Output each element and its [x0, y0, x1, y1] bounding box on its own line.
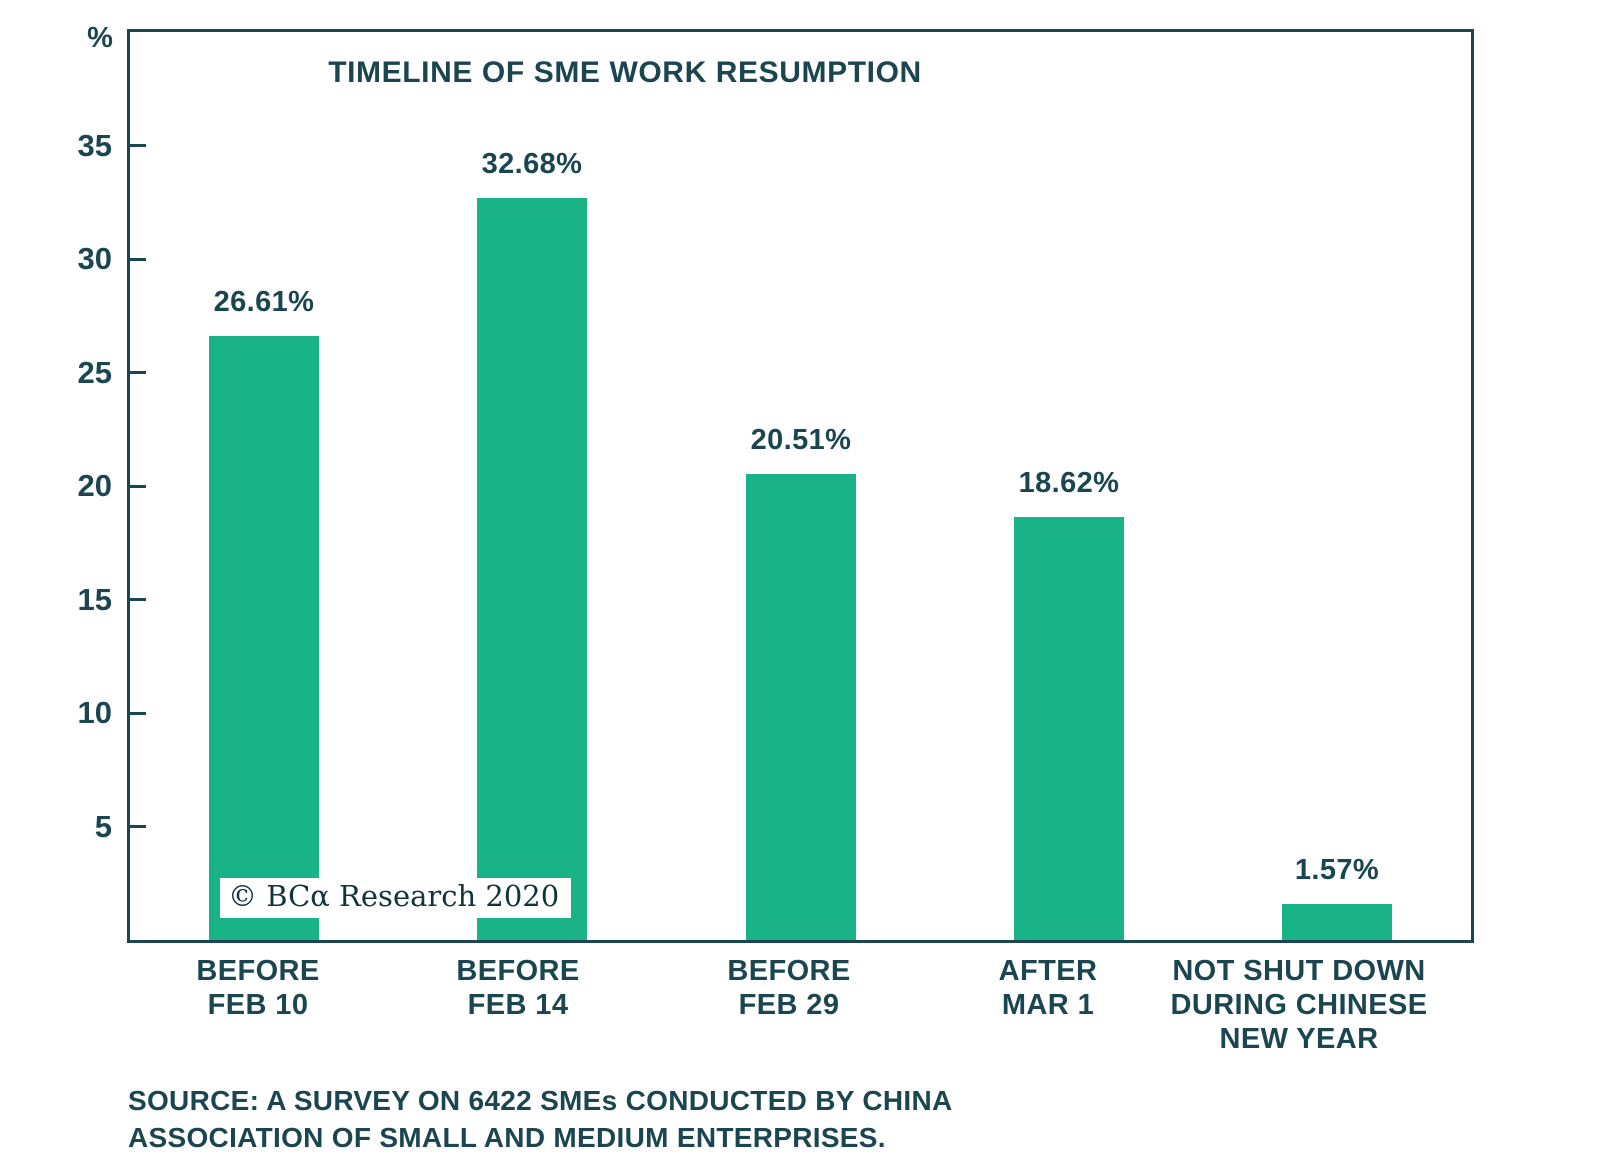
- x-category-label-line: FEB 14: [467, 989, 569, 1021]
- bar-not-shut-down-during-chinese-new-year: [1282, 904, 1392, 940]
- bar-value-label-before-feb-14: 32.68%: [481, 148, 583, 180]
- x-category-label-line: DURING CHINESE: [1170, 989, 1428, 1021]
- bar-before-feb-14: [477, 198, 587, 940]
- y-tick-20: [130, 484, 146, 488]
- x-category-label-after-mar-1: AFTER MAR 1: [878, 954, 1218, 1022]
- y-tick-15: [130, 598, 146, 601]
- x-category-label-before-feb-29: BEFORE FEB 29: [619, 954, 959, 1022]
- x-category-label-line: BEFORE: [727, 955, 851, 987]
- y-axis-unit-label: %: [87, 22, 113, 54]
- x-category-label-line: BEFORE: [456, 955, 580, 987]
- bar-before-feb-29: [746, 474, 856, 940]
- x-category-label-line: MAR 1: [1001, 989, 1095, 1021]
- x-category-label-line: BEFORE: [196, 955, 320, 987]
- source-note: SOURCE: A SURVEY ON 6422 SMEs CONDUCTED …: [128, 1082, 953, 1156]
- chart-title: TIMELINE OF SME WORK RESUMPTION: [328, 56, 922, 89]
- bar-after-mar-1: [1014, 517, 1124, 940]
- bar-value-label-before-feb-29: 20.51%: [750, 424, 852, 456]
- source-line-2: ASSOCIATION OF SMALL AND MEDIUM ENTERPRI…: [128, 1122, 886, 1153]
- x-category-label-not-shut-down-during-chinese-new-year: NOT SHUT DOWN DURING CHINESE NEW YEAR: [1129, 954, 1469, 1056]
- plot-area: TIMELINE OF SME WORK RESUMPTION © BCα Re…: [127, 29, 1474, 943]
- source-line-1: SOURCE: A SURVEY ON 6422 SMEs CONDUCTED …: [128, 1085, 953, 1116]
- bar-value-label-before-feb-10: 26.61%: [213, 286, 315, 318]
- y-tick-30: [130, 257, 146, 261]
- y-tick-10: [130, 711, 146, 715]
- x-category-label-line: FEB 10: [207, 989, 309, 1021]
- watermark: © BCα Research 2020: [220, 878, 572, 918]
- x-category-label-line: NOT SHUT DOWN: [1172, 955, 1426, 987]
- x-category-label-before-feb-14: BEFORE FEB 14: [348, 954, 688, 1022]
- x-category-label-line: NEW YEAR: [1219, 1023, 1379, 1055]
- y-tick-25: [130, 371, 146, 374]
- y-tick-5: [130, 825, 146, 828]
- y-tick-35: [130, 144, 146, 147]
- x-category-label-line: AFTER: [998, 955, 1098, 987]
- bar-value-label-not-shut-down-during-chinese-new-year: 1.57%: [1294, 854, 1380, 886]
- bar-before-feb-10: [209, 336, 319, 940]
- bar-value-label-after-mar-1: 18.62%: [1018, 467, 1120, 499]
- x-category-label-line: FEB 29: [738, 989, 840, 1021]
- x-category-label-before-feb-10: BEFORE FEB 10: [88, 954, 428, 1022]
